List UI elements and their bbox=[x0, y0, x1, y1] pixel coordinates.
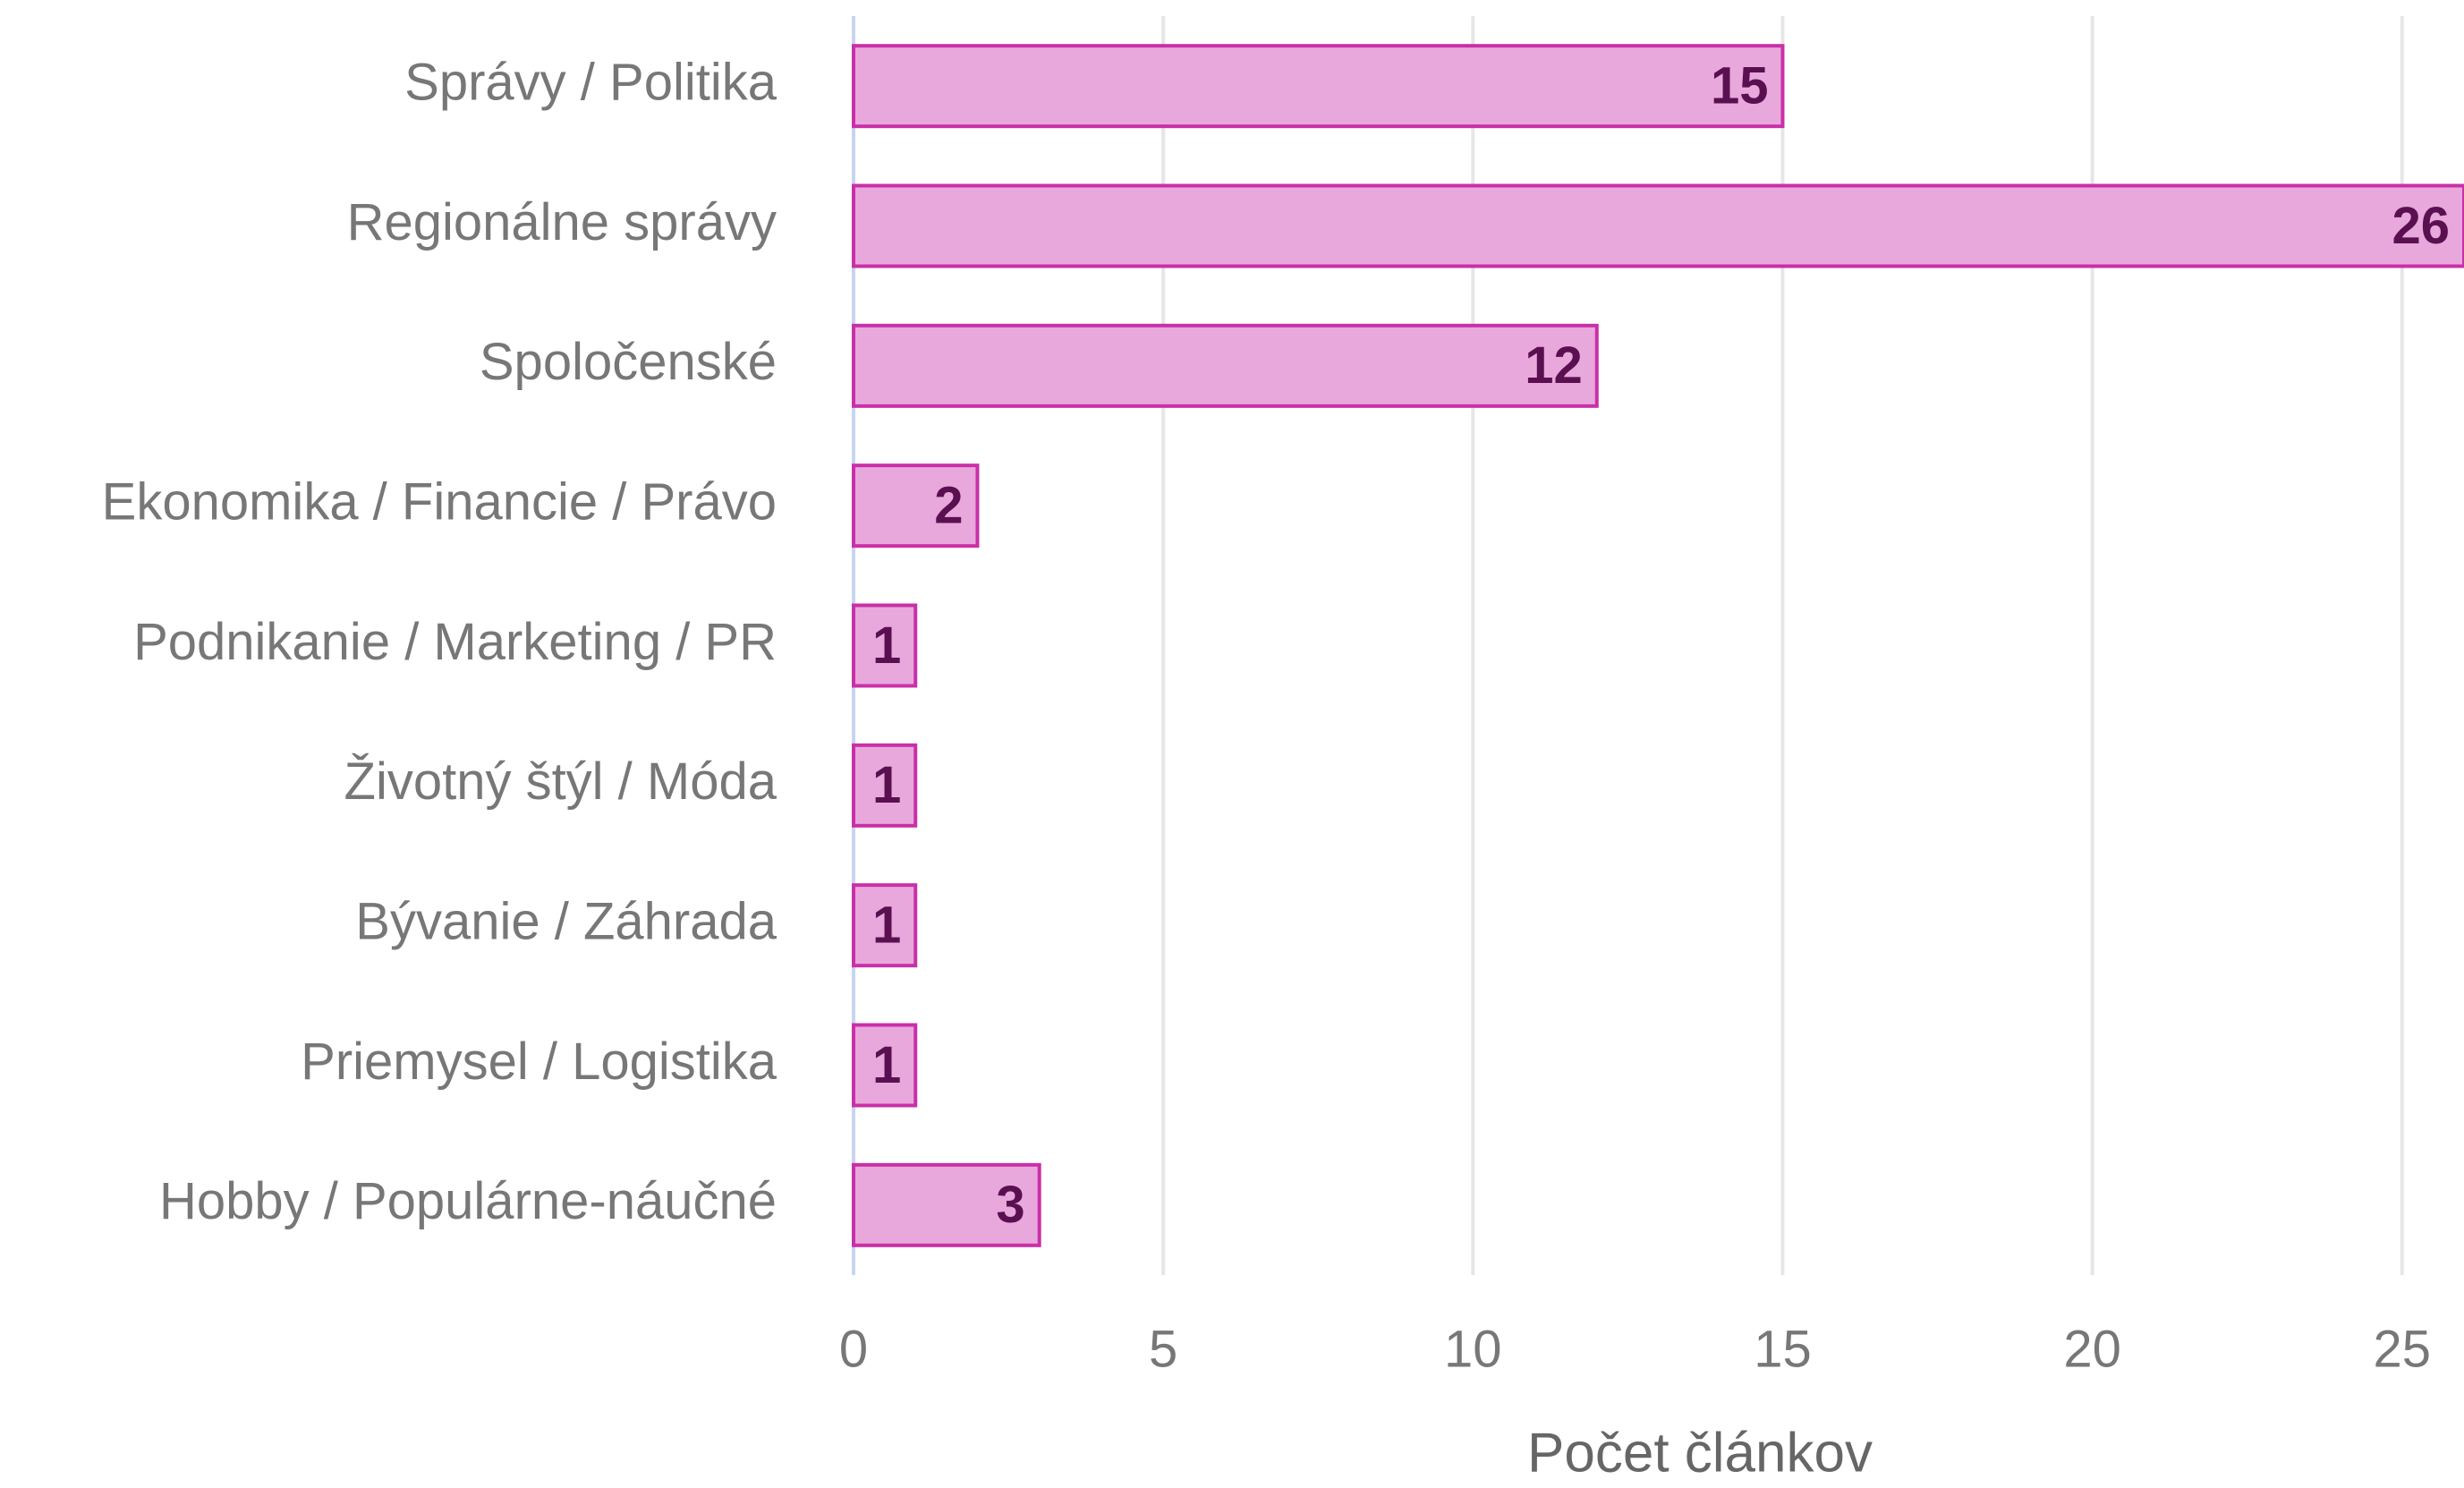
x-tick-label: 0 bbox=[839, 1320, 868, 1378]
value-label: 15 bbox=[1711, 56, 1769, 115]
y-tick-label: Hobby / Populárne-náučné bbox=[159, 1172, 777, 1230]
value-label: 1 bbox=[872, 616, 901, 675]
y-tick-label: Bývanie / Záhrada bbox=[355, 892, 777, 950]
y-tick-label: Priemysel / Logistika bbox=[301, 1033, 777, 1091]
bar bbox=[852, 323, 1599, 408]
x-axis-title: Počet článkov bbox=[1527, 1422, 1873, 1484]
value-label: 3 bbox=[996, 1176, 1024, 1234]
value-label: 1 bbox=[872, 756, 901, 814]
bar bbox=[852, 463, 980, 548]
bar bbox=[852, 1023, 918, 1108]
x-tick-label: 15 bbox=[1754, 1320, 1812, 1378]
value-label: 2 bbox=[934, 476, 963, 534]
bar bbox=[852, 44, 1785, 129]
value-label: 26 bbox=[2392, 197, 2450, 255]
value-label: 12 bbox=[1525, 336, 1583, 395]
x-tick-label: 25 bbox=[2374, 1320, 2432, 1378]
y-tick-label: Podnikanie / Marketing / PR bbox=[133, 613, 777, 671]
y-tick-label: Spoločenské bbox=[480, 333, 777, 391]
bar bbox=[852, 603, 918, 688]
y-tick-label: Životný štýl / Móda bbox=[344, 753, 777, 811]
x-tick-label: 5 bbox=[1149, 1320, 1177, 1378]
value-label: 1 bbox=[872, 896, 901, 954]
value-label: 1 bbox=[872, 1036, 901, 1094]
y-tick-label: Regionálne správy bbox=[347, 193, 777, 251]
y-tick-label: Správy / Politika bbox=[404, 53, 777, 111]
bar bbox=[852, 743, 918, 828]
x-tick-label: 10 bbox=[1444, 1320, 1502, 1378]
x-tick-label: 20 bbox=[2063, 1320, 2121, 1378]
bar bbox=[852, 883, 918, 968]
bar bbox=[852, 183, 2464, 268]
bar bbox=[852, 1162, 1041, 1247]
y-tick-label: Ekonomika / Financie / Právo bbox=[102, 472, 777, 531]
